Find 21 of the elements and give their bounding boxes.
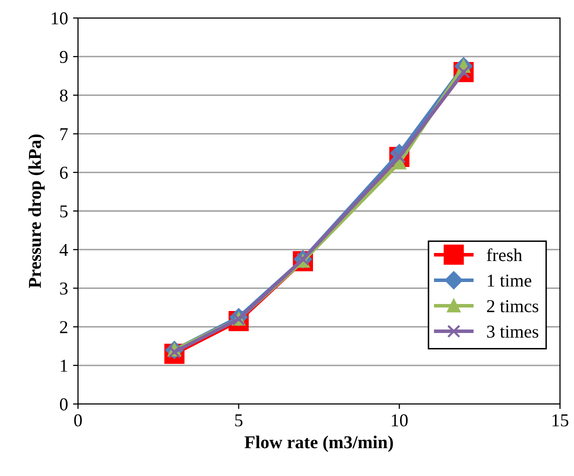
y-tick-label: 10 xyxy=(52,12,68,24)
x-tick-label: 5 xyxy=(235,414,242,426)
legend-label: fresh xyxy=(486,248,522,262)
y-tick-label: 3 xyxy=(60,282,68,295)
y-tick-label: 2 xyxy=(60,321,68,334)
x-tick-label: 0 xyxy=(74,414,82,426)
legend-label: 2 timcs xyxy=(487,300,538,312)
y-tick-label: 4 xyxy=(60,244,68,256)
x-axis-title: Flow rate (m3/min) xyxy=(244,436,393,452)
y-axis-title: Pressure drop (kPa) xyxy=(28,134,45,288)
y-tick-label: 6 xyxy=(60,166,68,179)
legend-label: 3 times xyxy=(487,326,538,338)
x-tick-label: 15 xyxy=(552,414,568,426)
y-tick-label: 5 xyxy=(60,205,68,218)
y-tick-label: 1 xyxy=(60,360,68,372)
legend-label: 1 time xyxy=(488,274,532,287)
x-tick-label: 10 xyxy=(392,414,408,426)
y-tick-label: 9 xyxy=(60,50,68,64)
y-tick-label: 7 xyxy=(60,128,68,140)
y-tick-label: 8 xyxy=(60,89,68,102)
y-tick-label: 0 xyxy=(60,398,68,410)
